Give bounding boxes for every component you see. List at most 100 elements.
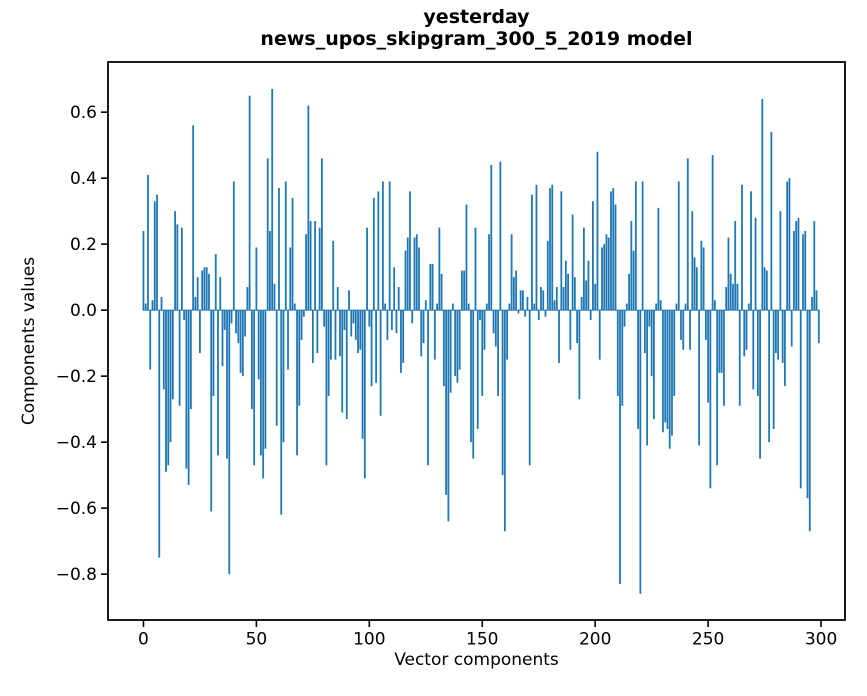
bar <box>440 273 443 311</box>
bar <box>370 310 373 387</box>
bar <box>637 310 640 429</box>
bar <box>741 184 743 311</box>
bar <box>339 310 341 357</box>
bar <box>210 310 213 512</box>
bar <box>707 310 710 403</box>
bar <box>395 310 398 334</box>
bar <box>336 287 339 311</box>
bar <box>332 240 335 311</box>
bar <box>180 227 183 311</box>
x-tick-label: 0 <box>138 629 149 649</box>
bar <box>537 310 540 321</box>
bar <box>648 310 651 327</box>
bar <box>296 310 298 456</box>
bar <box>738 310 741 406</box>
bar <box>318 227 321 311</box>
bar <box>768 310 771 443</box>
bar <box>499 161 502 311</box>
bar <box>223 310 226 330</box>
bar <box>765 270 768 311</box>
bar <box>208 273 210 311</box>
bar <box>472 310 475 459</box>
bar <box>797 217 800 311</box>
bar <box>298 310 301 406</box>
bar <box>795 221 798 311</box>
y-tick-label: 0.0 <box>70 301 97 321</box>
bar <box>273 283 276 311</box>
bar <box>562 287 565 311</box>
bar <box>449 310 452 393</box>
x-tick-label: 150 <box>466 629 498 649</box>
bar <box>788 178 791 311</box>
bar <box>535 184 538 311</box>
bar <box>445 310 448 495</box>
bar <box>212 310 215 396</box>
bar <box>402 310 405 363</box>
bar <box>153 201 156 311</box>
bar <box>779 211 782 311</box>
bar <box>151 300 154 311</box>
bar <box>217 310 219 456</box>
x-tick-label: 50 <box>246 629 268 649</box>
bar <box>616 310 619 396</box>
bar <box>569 310 572 350</box>
bar <box>237 310 240 344</box>
bar <box>806 310 809 499</box>
bar <box>431 263 434 311</box>
bar <box>239 310 242 373</box>
y-tick-label: −0.6 <box>56 499 97 519</box>
bar <box>567 273 569 311</box>
bar <box>736 283 739 311</box>
bar <box>418 247 420 311</box>
bar <box>544 310 547 317</box>
bar <box>551 184 554 311</box>
bar <box>585 280 588 311</box>
bar <box>393 267 396 311</box>
bar <box>278 188 280 311</box>
bar <box>250 310 253 410</box>
bar <box>442 310 445 387</box>
bar <box>808 310 811 532</box>
bar <box>754 217 757 311</box>
bar <box>709 310 712 489</box>
bar <box>790 310 793 347</box>
bar <box>580 296 583 311</box>
bar <box>682 310 685 350</box>
bar <box>804 230 807 311</box>
bar <box>230 310 233 324</box>
bar <box>260 310 262 456</box>
bar <box>201 270 204 311</box>
bar <box>723 310 725 406</box>
bar <box>793 230 795 311</box>
bar <box>314 221 317 311</box>
bar <box>271 89 274 311</box>
bar <box>400 310 402 373</box>
bar <box>641 181 644 311</box>
bar <box>761 98 764 311</box>
bar <box>167 310 170 466</box>
bar <box>506 310 508 360</box>
bar <box>372 197 375 311</box>
bar <box>698 310 700 446</box>
bar <box>456 310 459 383</box>
bar <box>657 207 660 311</box>
bar <box>413 237 416 311</box>
bar <box>587 260 590 311</box>
bar <box>165 310 167 472</box>
bar <box>280 310 283 515</box>
bar <box>284 181 287 311</box>
x-tick-label: 200 <box>579 629 611 649</box>
bar <box>799 310 802 489</box>
bar <box>671 310 673 436</box>
bar <box>700 240 703 311</box>
bar <box>601 247 603 311</box>
bar <box>269 230 271 311</box>
bar <box>540 287 542 311</box>
bar <box>558 310 560 363</box>
bar <box>244 310 246 337</box>
bar <box>583 227 585 311</box>
bar <box>266 158 269 311</box>
bar <box>404 250 407 311</box>
x-tick-label: 100 <box>353 629 385 649</box>
